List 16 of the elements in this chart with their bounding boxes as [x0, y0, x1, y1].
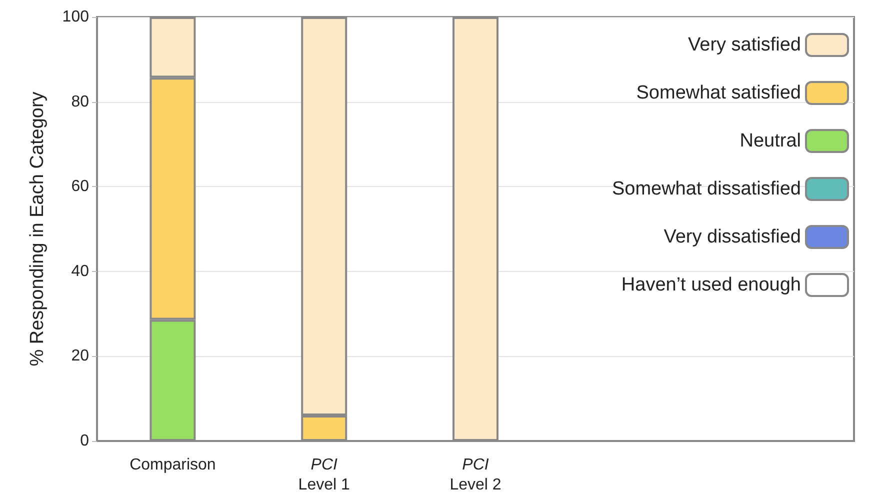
legend-label: Neutral: [740, 130, 801, 152]
x-tick-label: PCI Level 1: [298, 456, 350, 494]
y-tick-label: 80: [71, 93, 90, 110]
y-tick-label: 100: [62, 8, 90, 26]
y-tick-label: 20: [71, 348, 90, 365]
x-tick-label: PCI Level 2: [450, 456, 502, 494]
legend-label: Very satisfied: [688, 34, 801, 56]
legend-label: Somewhat satisfied: [636, 82, 801, 104]
legend-label: Haven’t used enough: [621, 274, 801, 296]
y-tick-label: 0: [80, 432, 90, 450]
x-tick-label: Comparison: [130, 456, 216, 474]
legend-label: Very dissatisfied: [664, 226, 801, 248]
legend-label: Somewhat dissatisfied: [612, 178, 801, 200]
y-tick-label: 40: [71, 262, 90, 280]
y-axis-title: % Responding in Each Category: [27, 91, 48, 366]
y-tick-label: 60: [71, 178, 90, 196]
